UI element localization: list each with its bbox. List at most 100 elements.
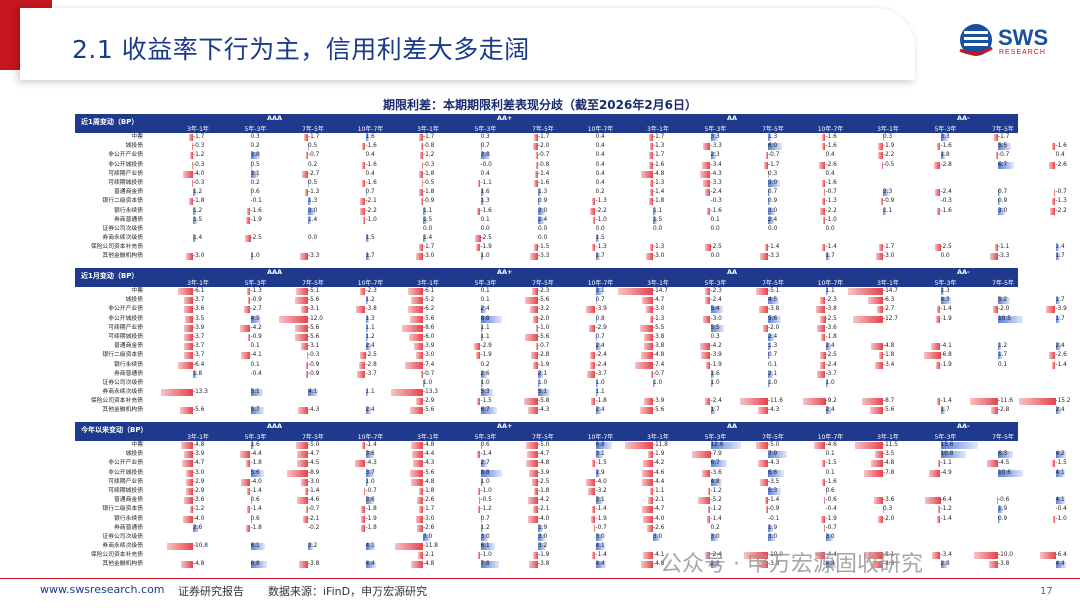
value-cell: -6.3 [867,296,915,305]
negative-bar [639,324,653,332]
positive-bar [595,469,601,477]
cell-value: 1.7 [940,407,950,414]
negative-bar [475,244,481,252]
negative-bar [874,497,883,505]
value-cell: -2.4 [697,188,743,197]
cell-value: -1.3 [825,198,837,205]
column-header: 10年-7年 [587,126,614,133]
cell-value: -1.9 [480,352,492,359]
negative-bar [296,451,308,459]
cell-value: -0.3 [193,161,205,168]
negative-bar [936,207,941,215]
positive-bar [1055,469,1066,477]
negative-bar [477,451,481,459]
negative-bar [532,288,538,295]
cell-value: 2.8 [940,561,950,568]
value-cell: -3.0 [179,469,225,478]
sws-logo-mark-icon [959,24,993,56]
value-cell: -1.3 [639,142,685,151]
cell-value: 3.0 [423,533,433,540]
cell-value: -3.6 [710,469,722,476]
cell-value: -4.8 [883,343,895,350]
value-cell: -0.3 [697,197,743,206]
table-row: 非公开产业债 -3.6 -2.7 -3.1 -3.8 -6.2 2.4 -3.2 -3.9 -3.… [75,305,1067,314]
value-cell: -1.7 [984,133,1030,142]
cell-value: -6.4 [193,361,205,368]
positive-bar [250,497,252,505]
cell-value: -0.7 [768,152,780,159]
value-cell: -4.8 [869,342,915,351]
table-row: 普通商金债 1.2 0.6 -1.3 0.7 -1.8 1.6 1.3 0.2 -1.4 -2.4 0… [75,188,1067,197]
negative-bar [704,552,711,560]
negative-bar [704,297,711,305]
cell-value: -1.4 [940,515,952,522]
cell-value: -1.9 [538,552,550,559]
table-row: 中票 -1.7 0.3 -1.7 1.6 -1.7 0.3 -1.7 0.4 -1.7 3.3 1.3… [75,133,1018,142]
cell-value: -1.2 [423,152,435,159]
section-header: 近1月变动（BP） AAA 3年-1年 5年-3年 7年-5年 10年-7年 AA+ 3年-1… [75,268,1073,287]
cell-value: -1.9 [365,515,377,522]
row-label: 券商永续次级债 [102,235,143,242]
cell-value: 1.0 [480,253,490,260]
column-header: 3年-1年 [187,126,209,133]
value-cell: -2.0 [869,515,915,524]
positive-bar [1055,407,1062,415]
cell-value: -0.7 [998,152,1010,159]
value-cell: 4.1 [352,542,398,551]
column-header: 10年-7年 [587,280,614,287]
value-cell: -4.7 [524,450,570,459]
value-cell: 0.2 [237,142,283,151]
negative-bar [248,297,251,305]
negative-bar [803,398,826,406]
negative-bar [181,442,193,449]
positive-bar [250,469,264,477]
cell-value: -0.3 [308,352,320,359]
column-header: 3年-1年 [417,126,439,133]
positive-bar [595,288,603,295]
positive-bar [250,315,262,323]
negative-bar [937,506,941,514]
value-cell: -10.0 [744,551,800,560]
cell-value: -0.9 [250,333,262,340]
footer-url[interactable]: www.swsresearch.com [40,583,165,596]
positive-bar [423,379,426,387]
value-cell: 1.0 [467,379,513,388]
cell-value: 5.5 [998,143,1008,150]
positive-bar [365,451,375,459]
positive-bar [365,134,370,141]
value-cell: -1.2 [927,505,973,514]
cell-value: 0.9 [998,198,1008,205]
negative-bar [418,487,423,495]
cell-value: -1.6 [710,207,722,214]
positive-bar [998,315,1024,323]
value-cell: 10.5 [984,315,1030,324]
negative-bar [643,333,653,341]
value-cell: 0.1 [812,469,858,478]
value-cell: -1.6 [639,161,685,170]
negative-bar [301,170,308,178]
negative-bar [586,306,596,314]
positive-bar [768,451,787,459]
negative-bar [297,407,308,415]
value-cell: -1.4 [697,515,743,524]
value-cell: -3.7 [582,370,628,379]
cell-value: -8.1 [883,552,895,559]
cell-value: -1.9 [825,515,837,522]
negative-bar [987,460,998,468]
value-cell: 1.5 [179,216,225,225]
value-cell: 0.4 [812,151,858,160]
cell-value: 0.4 [595,152,605,159]
value-cell: -4.8 [524,459,570,468]
row-label: 证券公司次级债 [102,533,143,540]
row-label: 其他金融机构债 [102,253,143,260]
value-cell: -1.6 [927,142,973,151]
value-cell: 0.9 [984,515,1030,524]
cell-value: -6.4 [940,497,952,504]
positive-bar [710,442,741,449]
value-cell: 1.7 [812,252,858,261]
column-header: 7年-5年 [302,434,324,441]
value-cell: -1.4 [237,487,283,496]
negative-bar [418,189,423,197]
cell-value: -3.0 [883,253,895,260]
value-cell: 1.7 [352,252,398,261]
